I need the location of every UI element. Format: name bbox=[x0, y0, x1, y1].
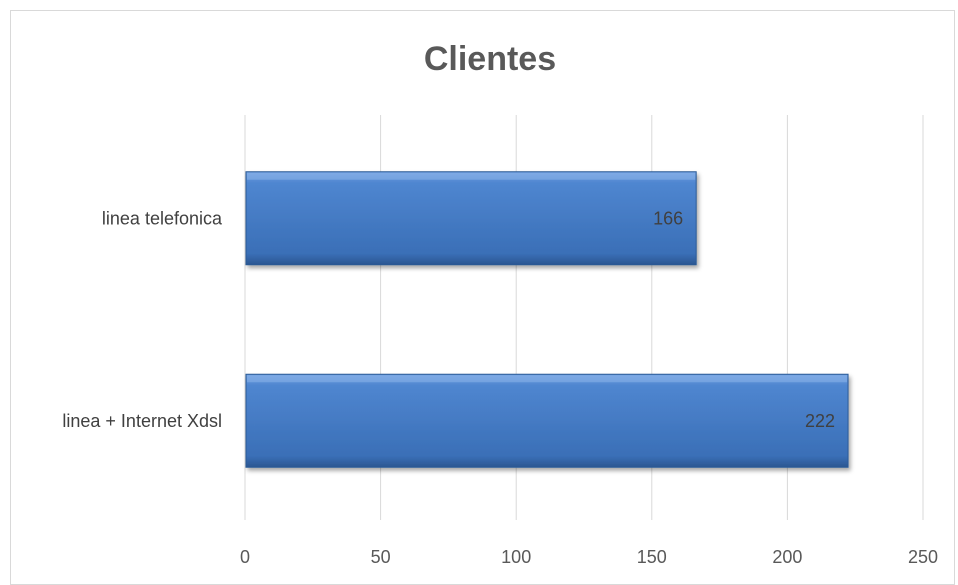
bar-highlight-1 bbox=[247, 375, 848, 383]
data-label-0: 166 bbox=[653, 208, 683, 228]
x-tick-labels: 0 50 100 150 200 250 bbox=[240, 547, 938, 567]
x-tick-label-5: 250 bbox=[908, 547, 938, 567]
x-tick-label-1: 50 bbox=[371, 547, 391, 567]
bar-1 bbox=[245, 373, 849, 468]
x-tick-label-4: 200 bbox=[772, 547, 802, 567]
x-tick-label-3: 150 bbox=[637, 547, 667, 567]
x-tick-label-0: 0 bbox=[240, 547, 250, 567]
bars: 166 222 bbox=[245, 171, 849, 468]
chart-frame bbox=[10, 10, 955, 585]
data-label-1: 222 bbox=[805, 411, 835, 431]
category-label-1: linea + Internet Xdsl bbox=[62, 411, 222, 431]
bar-0 bbox=[245, 171, 697, 266]
x-tick-label-2: 100 bbox=[501, 547, 531, 567]
chart-title: Clientes bbox=[424, 40, 556, 78]
category-labels: linea telefonica linea + Internet Xdsl bbox=[62, 208, 223, 431]
bar-highlight-0 bbox=[247, 172, 696, 180]
category-label-0: linea telefonica bbox=[102, 208, 223, 228]
